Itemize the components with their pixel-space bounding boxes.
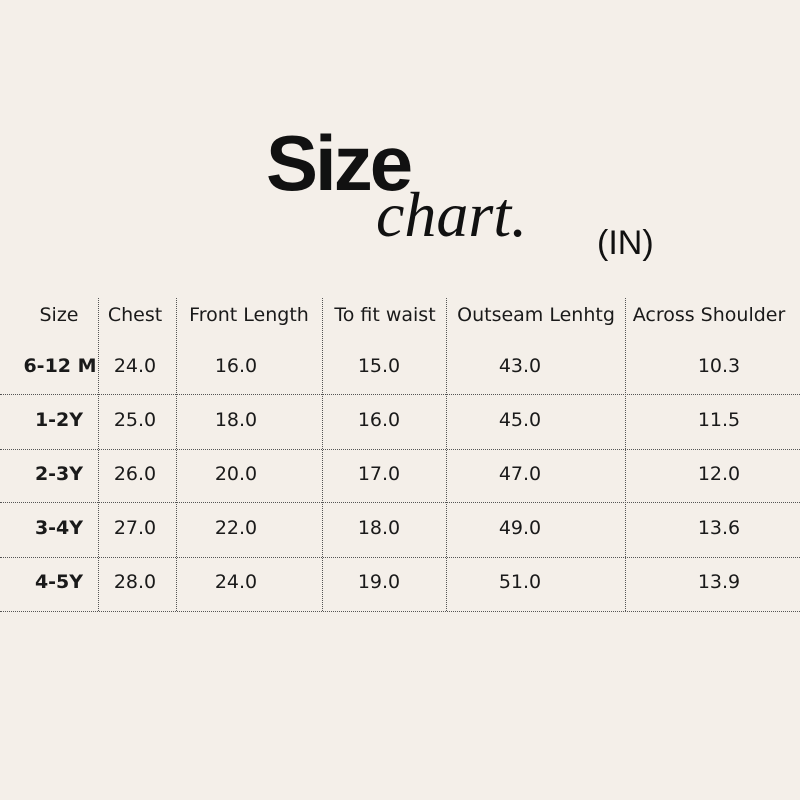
table-cell: 43.0	[498, 355, 542, 377]
table-cell: 27.0	[113, 517, 157, 539]
row-divider	[0, 394, 800, 395]
table-cell: 15.0	[357, 355, 401, 377]
table-cell: 20.0	[214, 463, 258, 485]
size-label: 4-5Y	[34, 571, 84, 593]
column-header: To fit waist	[334, 304, 436, 326]
title-chart: chart.	[376, 179, 528, 250]
column-header: Front Length	[189, 304, 309, 326]
unit-label: (IN)	[597, 224, 654, 262]
table-cell: 16.0	[214, 355, 258, 377]
column-divider	[176, 298, 177, 611]
table-cell: 18.0	[214, 409, 258, 431]
row-divider	[0, 557, 800, 558]
column-header: Across Shoulder	[632, 304, 786, 326]
column-divider	[446, 298, 447, 611]
table-cell: 24.0	[113, 355, 157, 377]
title-size: Size	[266, 119, 413, 207]
table-cell: 49.0	[498, 517, 542, 539]
row-divider	[0, 611, 800, 612]
table-cell: 22.0	[214, 517, 258, 539]
table-cell: 25.0	[113, 409, 157, 431]
column-divider	[322, 298, 323, 611]
column-divider	[625, 298, 626, 611]
row-divider	[0, 449, 800, 450]
table-cell: 12.0	[697, 463, 741, 485]
size-label: 2-3Y	[34, 463, 84, 485]
table-cell: 16.0	[357, 409, 401, 431]
table-cell: 51.0	[498, 571, 542, 593]
table-cell: 13.6	[697, 517, 741, 539]
table-cell: 47.0	[498, 463, 542, 485]
table-cell: 28.0	[113, 571, 157, 593]
table-cell: 45.0	[498, 409, 542, 431]
column-header: Size	[39, 304, 79, 326]
table-cell: 13.9	[697, 571, 741, 593]
table-cell: 11.5	[697, 409, 741, 431]
size-label: 6-12 M	[23, 355, 97, 377]
table-cell: 26.0	[113, 463, 157, 485]
table-cell: 19.0	[357, 571, 401, 593]
column-header: Chest	[107, 304, 163, 326]
table-cell: 10.3	[697, 355, 741, 377]
size-label: 3-4Y	[34, 517, 84, 539]
size-label: 1-2Y	[34, 409, 84, 431]
table-cell: 18.0	[357, 517, 401, 539]
table-cell: 17.0	[357, 463, 401, 485]
table-cell: 24.0	[214, 571, 258, 593]
row-divider	[0, 502, 800, 503]
column-divider	[98, 298, 99, 611]
column-header: Outseam Lenhtg	[457, 304, 615, 326]
